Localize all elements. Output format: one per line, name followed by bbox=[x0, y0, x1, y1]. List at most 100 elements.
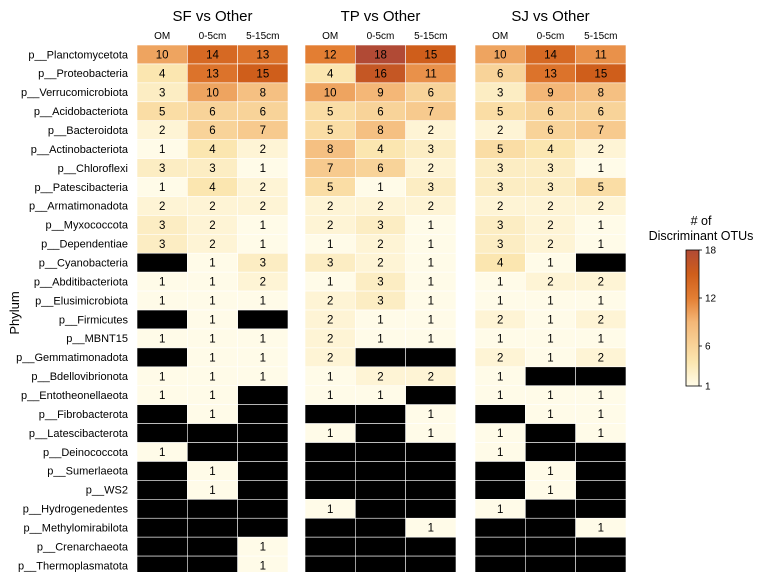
cell-value-label: 1 bbox=[209, 371, 215, 383]
heatmap-cell bbox=[474, 536, 526, 557]
cell-value-label: 1 bbox=[598, 220, 604, 232]
cell-value-label: 6 bbox=[598, 106, 604, 118]
column-label: OM bbox=[492, 31, 508, 42]
heatmap-cell bbox=[187, 423, 238, 443]
heatmap-cell bbox=[525, 366, 576, 387]
heatmap-cell bbox=[575, 480, 627, 500]
heatmap-cell bbox=[187, 499, 238, 519]
cell-value-label: 6 bbox=[428, 87, 434, 99]
heatmap-cell bbox=[474, 517, 526, 538]
row-label: p__Proteobacteria bbox=[38, 68, 129, 80]
cell-value-label: 1 bbox=[497, 333, 503, 345]
row-label: p__Bdellovibrionota bbox=[31, 371, 129, 383]
cell-value-label: 1 bbox=[159, 333, 165, 345]
cell-value-label: 1 bbox=[497, 371, 503, 383]
heatmap-cell bbox=[355, 404, 406, 424]
cell-value-label: 10 bbox=[324, 87, 337, 99]
cell-value-label: 1 bbox=[209, 485, 215, 497]
cell-value-label: 3 bbox=[159, 87, 165, 99]
cell-value-label: 1 bbox=[260, 542, 266, 554]
row-label: p__Latescibacterota bbox=[29, 428, 129, 440]
cell-value-label: 2 bbox=[377, 258, 383, 270]
heatmap-cell bbox=[405, 442, 457, 462]
cell-value-label: 1 bbox=[327, 504, 333, 516]
cell-value-label: 2 bbox=[497, 314, 503, 326]
heatmap-cell bbox=[136, 555, 188, 572]
cell-value-label: 2 bbox=[209, 239, 215, 251]
cell-value-label: 2 bbox=[428, 125, 434, 137]
cell-value-label: 1 bbox=[260, 296, 266, 308]
cell-value-label: 2 bbox=[598, 277, 604, 289]
cell-value-label: 6 bbox=[260, 106, 266, 118]
cell-value-label: 8 bbox=[327, 144, 333, 156]
cell-value-label: 2 bbox=[377, 201, 383, 213]
cell-value-label: 1 bbox=[497, 296, 503, 308]
row-label: p__Dependentiae bbox=[41, 239, 128, 251]
cell-value-label: 1 bbox=[428, 333, 434, 345]
cell-value-label: 1 bbox=[547, 352, 553, 364]
heatmap-cell bbox=[405, 461, 457, 481]
cell-value-label: 1 bbox=[598, 390, 604, 402]
heatmap-cell bbox=[237, 423, 289, 443]
heatmap-cell bbox=[136, 536, 188, 557]
heatmap-cell bbox=[355, 536, 406, 557]
cell-value-label: 1 bbox=[497, 428, 503, 440]
cell-value-label: 1 bbox=[209, 333, 215, 345]
heatmap-cell bbox=[355, 461, 406, 481]
cell-value-label: 1 bbox=[598, 409, 604, 421]
cell-value-label: 1 bbox=[428, 314, 434, 326]
cell-value-label: 2 bbox=[598, 144, 604, 156]
heatmap-cell bbox=[575, 252, 627, 273]
cell-value-label: 1 bbox=[159, 296, 165, 308]
cell-value-label: 1 bbox=[209, 258, 215, 270]
cell-value-label: 4 bbox=[327, 68, 334, 80]
cell-value-label: 4 bbox=[547, 144, 554, 156]
cell-value-label: 2 bbox=[428, 201, 434, 213]
cell-value-label: 5 bbox=[598, 182, 604, 194]
heatmap-cell bbox=[136, 347, 188, 368]
cell-value-label: 1 bbox=[428, 409, 434, 421]
cell-value-label: 2 bbox=[547, 220, 553, 232]
row-label: p__WS2 bbox=[86, 485, 128, 497]
cell-value-label: 5 bbox=[497, 106, 503, 118]
heatmap-cell bbox=[575, 442, 627, 462]
cell-value-label: 3 bbox=[497, 182, 503, 194]
cell-value-label: 1 bbox=[497, 390, 503, 402]
cell-value-label: 12 bbox=[324, 49, 337, 61]
heatmap-cell bbox=[405, 499, 457, 519]
cell-value-label: 1 bbox=[547, 390, 553, 402]
row-label: p__Deinococcota bbox=[43, 447, 129, 459]
row-label: p__Bacteroidota bbox=[48, 125, 129, 137]
heatmap-cell bbox=[474, 461, 526, 481]
cell-value-label: 3 bbox=[497, 87, 503, 99]
cell-value-label: 1 bbox=[209, 277, 215, 289]
cell-value-label: 1 bbox=[547, 296, 553, 308]
heatmap-cell bbox=[525, 517, 576, 538]
row-label: p__Fibrobacterota bbox=[39, 409, 129, 421]
cell-value-label: 5 bbox=[159, 106, 165, 118]
cell-value-label: 1 bbox=[377, 182, 383, 194]
heatmap-cell bbox=[237, 404, 289, 424]
heatmap-cell bbox=[237, 461, 289, 481]
heatmap-cell bbox=[304, 517, 356, 538]
cell-value-label: 1 bbox=[428, 220, 434, 232]
cell-value-label: 1 bbox=[598, 428, 604, 440]
row-label: p__Methylomirabilota bbox=[23, 523, 128, 535]
cell-value-label: 1 bbox=[260, 561, 266, 572]
cell-value-label: 1 bbox=[159, 277, 165, 289]
cell-value-label: 14 bbox=[206, 49, 219, 61]
cell-value-label: 1 bbox=[159, 144, 165, 156]
row-label: p__Crenarchaeota bbox=[37, 541, 129, 553]
row-label: p__Thermoplasmatota bbox=[18, 560, 129, 572]
cell-value-label: 5 bbox=[327, 125, 333, 137]
heatmap-cell bbox=[187, 517, 238, 538]
heatmap-cell bbox=[355, 347, 406, 368]
heatmap-cell bbox=[187, 536, 238, 557]
cell-value-label: 15 bbox=[424, 49, 437, 61]
cell-value-label: 10 bbox=[494, 49, 507, 61]
cell-value-label: 2 bbox=[547, 201, 553, 213]
panel-title: SJ vs Other bbox=[511, 8, 589, 25]
heatmap-cell bbox=[525, 555, 576, 572]
cell-value-label: 1 bbox=[377, 333, 383, 345]
